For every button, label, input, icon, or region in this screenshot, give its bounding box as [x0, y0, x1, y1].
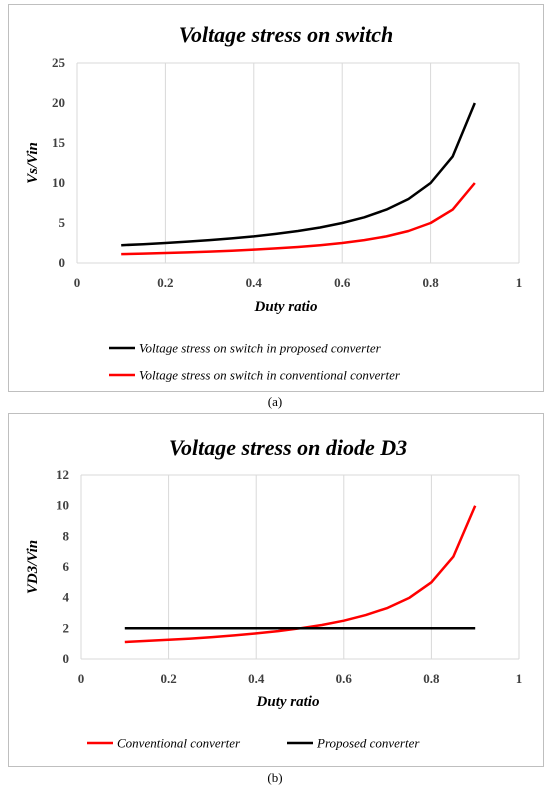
- x-tick-label: 0: [74, 275, 81, 290]
- y-tick-label: 15: [52, 135, 66, 150]
- y-axis-label: VD3/Vin: [25, 540, 41, 594]
- x-tick-label: 0.4: [248, 671, 265, 686]
- y-tick-label: 8: [63, 528, 70, 543]
- x-tick-label: 0.6: [334, 275, 351, 290]
- y-tick-label: 10: [52, 175, 65, 190]
- x-tick-label: 0.2: [157, 275, 173, 290]
- y-tick-label: 0: [63, 651, 70, 666]
- x-axis-label: Duty ratio: [256, 694, 320, 710]
- y-tick-label: 5: [59, 215, 66, 230]
- y-tick-label: 20: [52, 95, 65, 110]
- y-tick-label: 4: [63, 590, 70, 605]
- x-tick-label: 0.2: [160, 671, 176, 686]
- legend-label: Conventional converter: [117, 736, 241, 751]
- x-tick-label: 1: [516, 671, 523, 686]
- figure-label-b: (b): [267, 770, 283, 785]
- x-tick-label: 1: [516, 275, 523, 290]
- x-tick-label: 0.4: [246, 275, 263, 290]
- legend-label: Voltage stress on switch in conventional…: [139, 368, 401, 383]
- x-tick-label: 0: [78, 671, 85, 686]
- y-tick-label: 12: [56, 467, 69, 482]
- x-tick-label: 0.6: [336, 671, 353, 686]
- series-line-2: [121, 182, 476, 256]
- series-line-1: [121, 102, 476, 247]
- legend-label: Voltage stress on switch in proposed con…: [139, 341, 382, 356]
- y-tick-label: 10: [56, 498, 69, 513]
- x-tick-label: 0.8: [423, 671, 440, 686]
- y-tick-label: 25: [52, 55, 66, 70]
- chart-title: Voltage stress on switch: [179, 22, 394, 47]
- chart-title: Voltage stress on diode D3: [169, 435, 407, 460]
- x-axis-label: Duty ratio: [254, 299, 318, 315]
- y-tick-label: 6: [63, 559, 70, 574]
- x-tick-label: 0.8: [422, 275, 439, 290]
- figure-label-a: (a): [267, 394, 283, 409]
- y-tick-label: 2: [63, 620, 70, 635]
- y-axis-label: Vs/Vin: [25, 142, 41, 184]
- chart-panel-b: Voltage stress on diode D3 0 0.2 0.4 0.6 0.8 1…: [8, 413, 544, 767]
- y-tick-label: 0: [59, 255, 66, 270]
- legend-label: Proposed converter: [316, 736, 420, 751]
- chart-b-svg: Voltage stress on diode D3 0 0.2 0.4 0.6 0.8 1…: [25, 435, 523, 751]
- chart-panel-a: Voltage stress on switch 0 0.2 0.4 0.6 0.8 1 0 5…: [8, 4, 544, 392]
- series-line-1: [124, 505, 477, 644]
